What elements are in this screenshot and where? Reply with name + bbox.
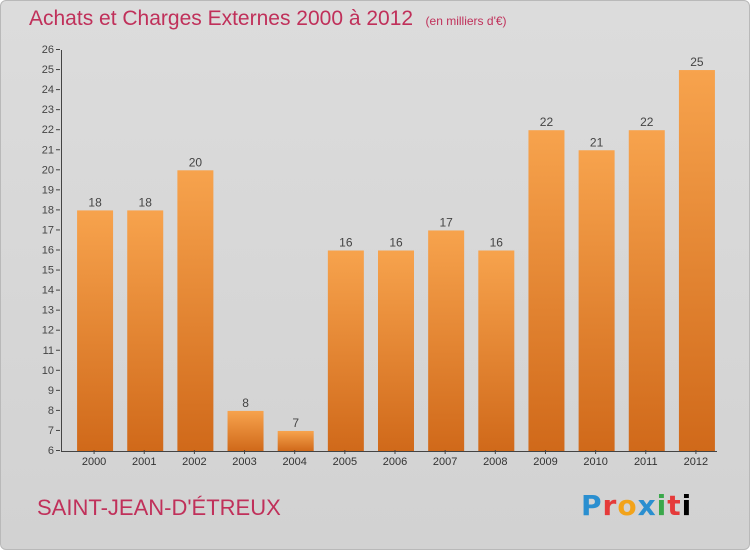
chart-title: Achats et Charges Externes 2000 à 2012 (… — [29, 7, 507, 31]
data-label-2004: 7 — [292, 416, 299, 430]
data-label-2001: 18 — [139, 195, 153, 209]
bar-2011 — [628, 130, 665, 451]
data-label-2010: 21 — [590, 135, 604, 149]
bar-2003 — [227, 410, 264, 451]
bar-2005 — [327, 250, 364, 451]
data-label-2009: 22 — [540, 115, 554, 129]
bar-2012 — [678, 70, 715, 452]
town-name: SAINT-JEAN-D'ÉTREUX — [37, 495, 281, 520]
bar-2008 — [478, 250, 515, 451]
data-label-2005: 16 — [339, 236, 353, 250]
chart-title-text: Achats et Charges Externes 2000 à 2012 — [29, 7, 414, 30]
bar-2002 — [177, 170, 214, 452]
bar-2000 — [77, 210, 114, 451]
data-label-2000: 18 — [88, 195, 102, 209]
bar-2009 — [528, 130, 565, 451]
bar-2001 — [127, 210, 164, 451]
data-label-2003: 8 — [242, 396, 249, 410]
bar-2004 — [277, 430, 314, 451]
bar-chart: 18 18 20 8 7 16 16 17 16 22 21 22 25 — [61, 50, 717, 452]
data-label-2002: 20 — [189, 155, 203, 169]
data-label-2006: 16 — [389, 236, 403, 250]
proxiti-logo[interactable]: Proxiti — [581, 489, 693, 522]
data-label-2007: 17 — [439, 215, 453, 229]
bar-2007 — [428, 230, 465, 451]
data-label-2008: 16 — [490, 236, 504, 250]
chart-unit-text: (en milliers d'€) — [425, 14, 507, 28]
bar-2010 — [578, 150, 615, 451]
bar-2006 — [378, 250, 414, 451]
data-label-2011: 22 — [640, 115, 654, 129]
data-label-2012: 25 — [690, 55, 704, 69]
